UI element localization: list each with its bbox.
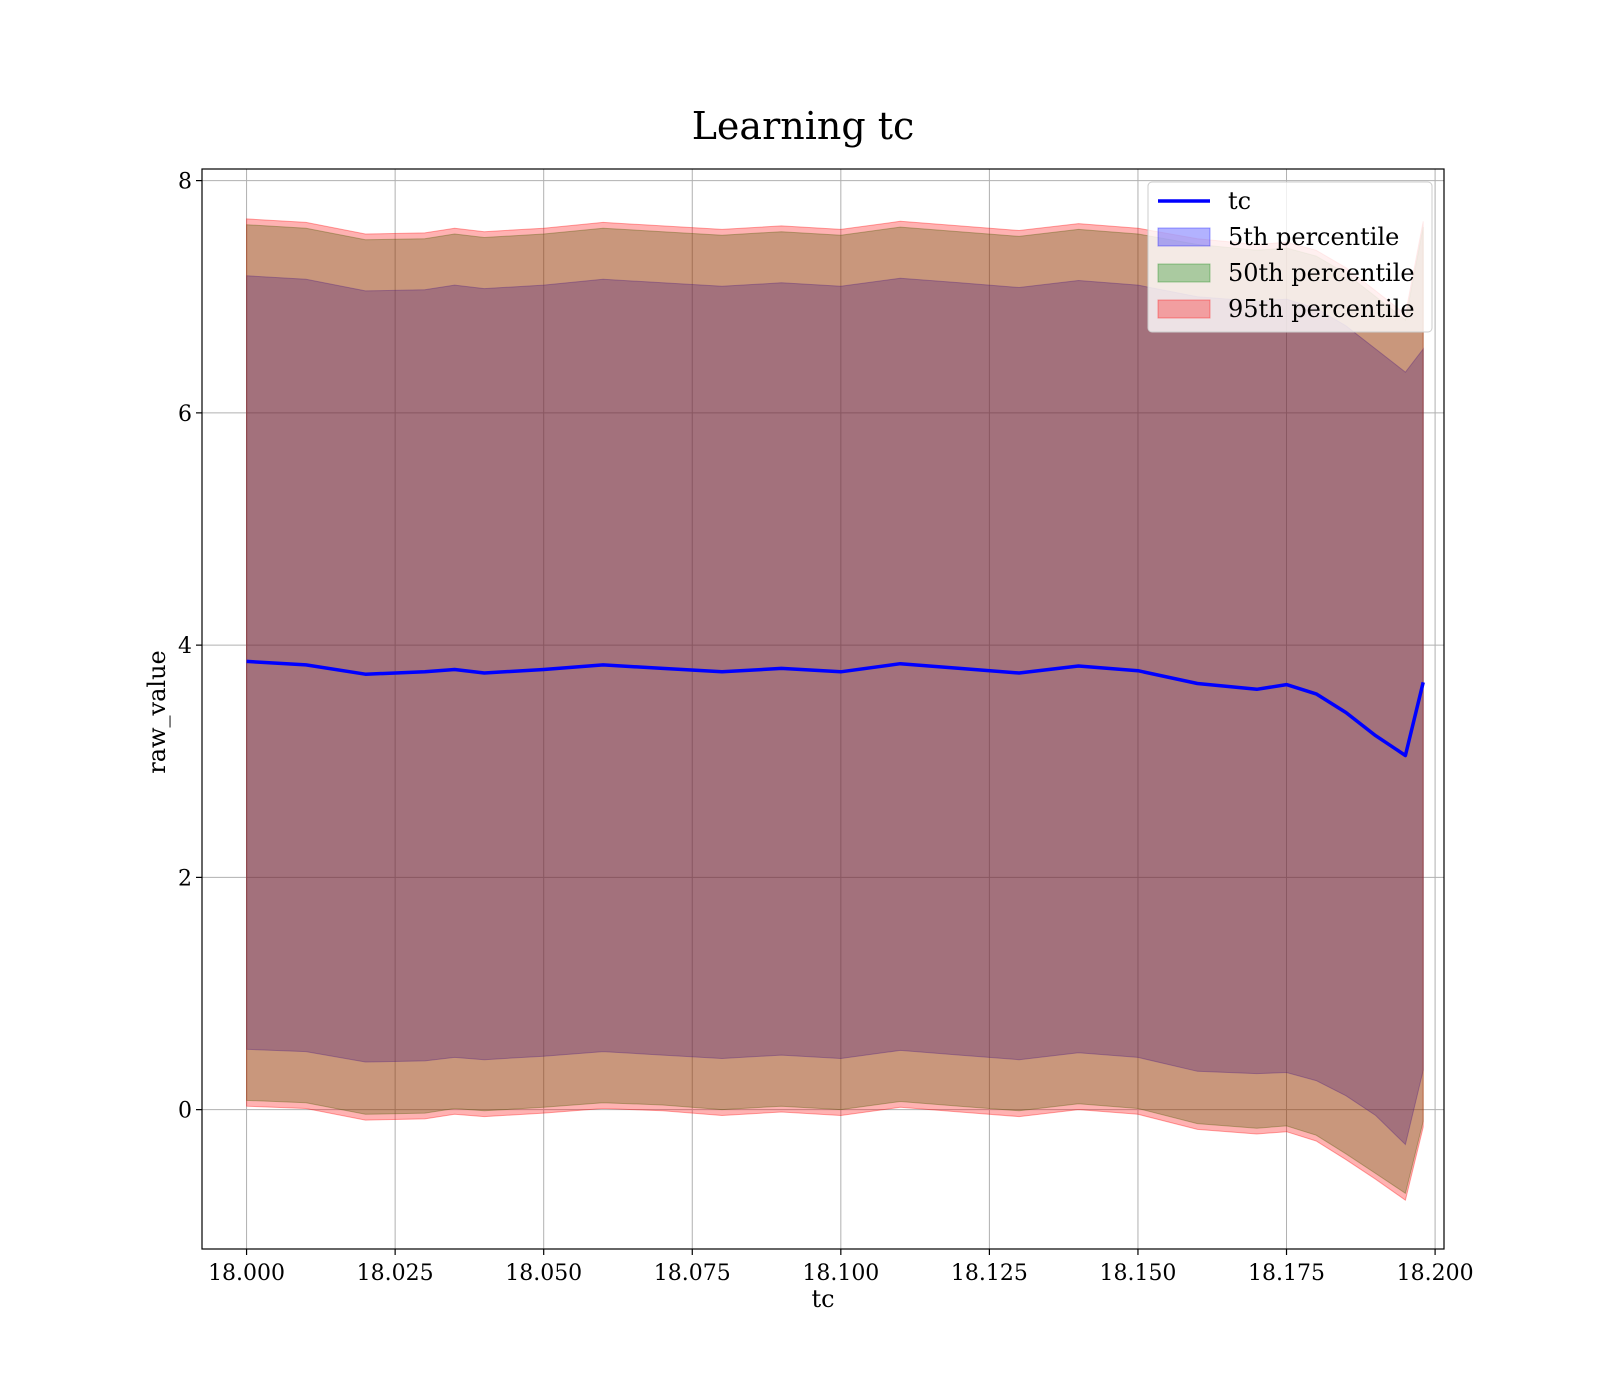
line-layer [246, 659, 1425, 758]
band-50th-percentile [246, 224, 1424, 1195]
plot-frame [201, 168, 1445, 1250]
legend-swatch-band [1157, 263, 1211, 283]
legend-label: 5th percentile [1228, 223, 1399, 251]
y-axis-label: raw_value [143, 650, 171, 774]
legend-box [1147, 181, 1433, 333]
y-tick-label: 8 [178, 170, 192, 195]
legend-swatch-band [1157, 299, 1211, 319]
x-axis-label: tc [811, 1285, 834, 1313]
legend-label: tc [1228, 187, 1251, 215]
series-line-tc [246, 659, 1425, 758]
y-tick-label: 0 [178, 1099, 192, 1124]
x-tick-label: 18.025 [357, 1261, 434, 1286]
legend-swatch-band [1157, 227, 1211, 247]
x-tick-label: 18.100 [802, 1261, 879, 1286]
x-tick-label: 18.050 [505, 1261, 582, 1286]
bands-layer [246, 218, 1424, 1202]
y-tick-label: 4 [178, 634, 192, 659]
y-tick-label: 2 [178, 866, 192, 891]
y-tick-label: 6 [178, 402, 192, 427]
legend-label: 50th percentile [1228, 259, 1415, 287]
chart-title: Learning tc [692, 104, 915, 148]
grid-layer [202, 169, 1444, 1249]
band-95th-percentile [246, 218, 1424, 1202]
legend-label: 95th percentile [1228, 295, 1415, 323]
legend: tc 5th percentile 50th percentile 95th perc… [1147, 181, 1433, 333]
x-tick-label: 18.125 [951, 1261, 1028, 1286]
x-tick-label: 18.150 [1099, 1261, 1176, 1286]
x-tick-label: 18.200 [1397, 1261, 1474, 1286]
band-5th-percentile [246, 275, 1424, 1146]
x-tick-label: 18.075 [654, 1261, 731, 1286]
x-tick-label: 18.175 [1248, 1261, 1325, 1286]
ticks-layer: 18.000 18.025 18.050 18.075 18.100 18.125 18.1… [178, 170, 1474, 1286]
x-tick-label: 18.000 [208, 1261, 285, 1286]
